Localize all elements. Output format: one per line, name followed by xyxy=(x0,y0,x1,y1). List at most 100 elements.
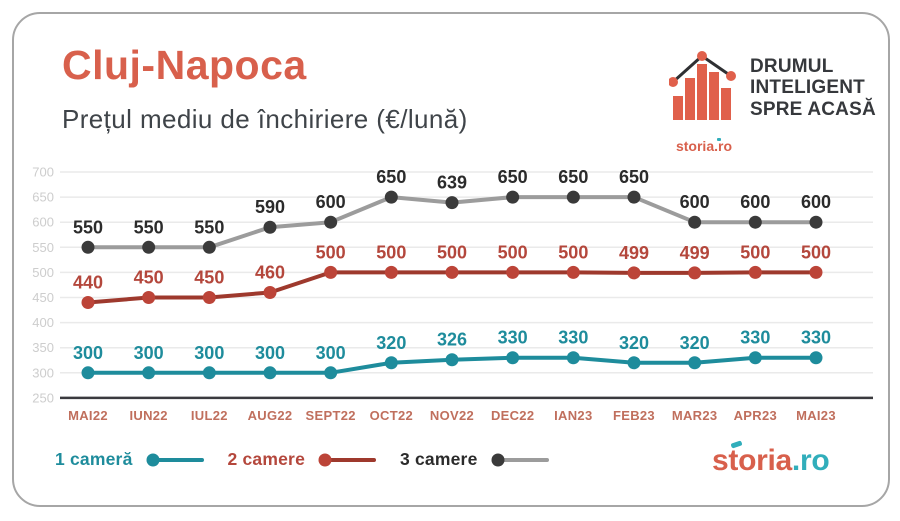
data-value-label: 326 xyxy=(437,330,467,350)
data-point xyxy=(202,366,216,380)
data-point xyxy=(688,215,702,229)
data-value-label: 499 xyxy=(619,243,649,263)
data-point xyxy=(506,190,520,204)
y-tick-label: 400 xyxy=(32,315,54,330)
x-tick-label: AUG22 xyxy=(248,408,293,423)
data-point xyxy=(324,215,338,229)
data-point xyxy=(324,366,338,380)
data-value-label: 600 xyxy=(316,192,346,212)
data-point xyxy=(748,215,762,229)
storia-logo-text: storia xyxy=(712,440,792,478)
brand-tagline: DRUMUL INTELIGENT SPRE ACASĂ xyxy=(750,56,876,120)
data-point xyxy=(688,356,702,370)
x-tick-label: OCT22 xyxy=(370,408,413,423)
data-value-label: 500 xyxy=(801,242,831,262)
infographic-card xyxy=(12,12,890,507)
data-point xyxy=(748,351,762,365)
data-point xyxy=(566,190,580,204)
data-point xyxy=(81,366,95,380)
logo-i-tittle-accent xyxy=(716,138,721,141)
data-point xyxy=(627,356,641,370)
data-value-label: 330 xyxy=(498,328,528,348)
data-value-label: 440 xyxy=(73,273,103,293)
legend-marker-line-dot xyxy=(318,453,376,466)
x-tick-label: FEB23 xyxy=(613,408,655,423)
legend-marker-line-dot xyxy=(491,453,549,466)
data-point xyxy=(809,215,823,229)
x-tick-label: NOV22 xyxy=(430,408,474,423)
data-value-label: 500 xyxy=(558,242,588,262)
data-point xyxy=(142,291,156,304)
data-point xyxy=(809,265,823,279)
data-point xyxy=(627,266,641,280)
data-value-label: 650 xyxy=(558,167,588,187)
data-value-label: 639 xyxy=(437,173,467,193)
y-tick-label: 600 xyxy=(32,215,54,230)
data-value-label: 650 xyxy=(619,167,649,187)
data-value-label: 550 xyxy=(73,217,103,237)
data-value-label: 450 xyxy=(134,268,164,288)
data-value-label: 330 xyxy=(801,328,831,348)
data-point xyxy=(566,265,580,279)
storia-logo-small: storia.ro xyxy=(675,138,732,154)
y-tick-label: 700 xyxy=(32,165,54,180)
data-value-label: 600 xyxy=(801,192,831,212)
data-point xyxy=(263,220,277,234)
x-tick-label: DEC22 xyxy=(491,408,534,423)
data-point xyxy=(263,366,277,380)
x-tick-label: MAI23 xyxy=(796,408,836,423)
data-value-label: 550 xyxy=(194,217,224,237)
data-point xyxy=(202,291,216,304)
chart-canvas: 700 650 600 550 500 450 400 350 300 250 MAI22 IUN22… xyxy=(32,165,873,423)
data-value-label: 600 xyxy=(680,192,710,212)
data-value-label: 300 xyxy=(134,343,164,363)
data-point xyxy=(384,356,398,370)
data-value-label: 650 xyxy=(376,167,406,187)
data-value-label: 330 xyxy=(740,328,770,348)
chart-subtitle: Prețul mediu de închiriere (€/lună) xyxy=(62,104,468,134)
legend-item-3-camere: 3 camere xyxy=(400,449,549,470)
y-tick-label: 650 xyxy=(32,190,54,205)
data-value-label: 590 xyxy=(255,197,285,217)
data-point xyxy=(324,265,338,279)
x-tick-label: APR23 xyxy=(734,408,777,423)
data-value-label: 500 xyxy=(437,242,467,262)
legend-label: 1 cameră xyxy=(55,449,133,469)
data-value-label: 550 xyxy=(134,217,164,237)
storia-brand-block: storia.ro DRUMUL INTELIGENT SPRE ACASĂ xyxy=(666,50,876,154)
x-tick-label: IAN23 xyxy=(554,408,592,423)
legend-item-1-camera: 1 cameră xyxy=(55,449,204,470)
x-tick-label: MAI22 xyxy=(68,408,108,423)
x-tick-label: MAR23 xyxy=(672,408,718,423)
x-tick-label: SEPT22 xyxy=(306,408,356,423)
data-point xyxy=(566,351,580,365)
data-value-label: 300 xyxy=(194,343,224,363)
data-point xyxy=(384,190,398,204)
legend-label: 3 camere xyxy=(400,449,478,469)
data-value-label: 300 xyxy=(316,343,346,363)
data-point xyxy=(445,265,459,279)
data-point xyxy=(445,196,459,210)
legend-marker-line-dot xyxy=(146,453,204,466)
data-value-label: 320 xyxy=(376,333,406,353)
data-value-label: 300 xyxy=(73,343,103,363)
data-point xyxy=(506,351,520,365)
data-point xyxy=(445,353,459,367)
data-point xyxy=(81,296,95,310)
data-value-label: 650 xyxy=(498,167,528,187)
y-tick-label: 350 xyxy=(32,340,54,355)
y-tick-label: 500 xyxy=(32,265,54,280)
data-value-label: 450 xyxy=(194,268,224,288)
data-value-label: 500 xyxy=(740,242,770,262)
legend-label: 2 camere xyxy=(227,449,305,469)
y-tick-label: 300 xyxy=(32,365,54,380)
data-value-label: 300 xyxy=(255,343,285,363)
data-point xyxy=(809,351,823,365)
price-line-chart: 700 650 600 550 500 450 400 350 300 250 MAI22 IUN22… xyxy=(28,150,880,438)
y-tick-label: 550 xyxy=(32,240,54,255)
data-value-label: 320 xyxy=(680,333,710,353)
data-point xyxy=(748,265,762,279)
page-title: Cluj-Napoca xyxy=(62,42,307,88)
data-point xyxy=(506,265,520,279)
data-value-label: 330 xyxy=(558,328,588,348)
